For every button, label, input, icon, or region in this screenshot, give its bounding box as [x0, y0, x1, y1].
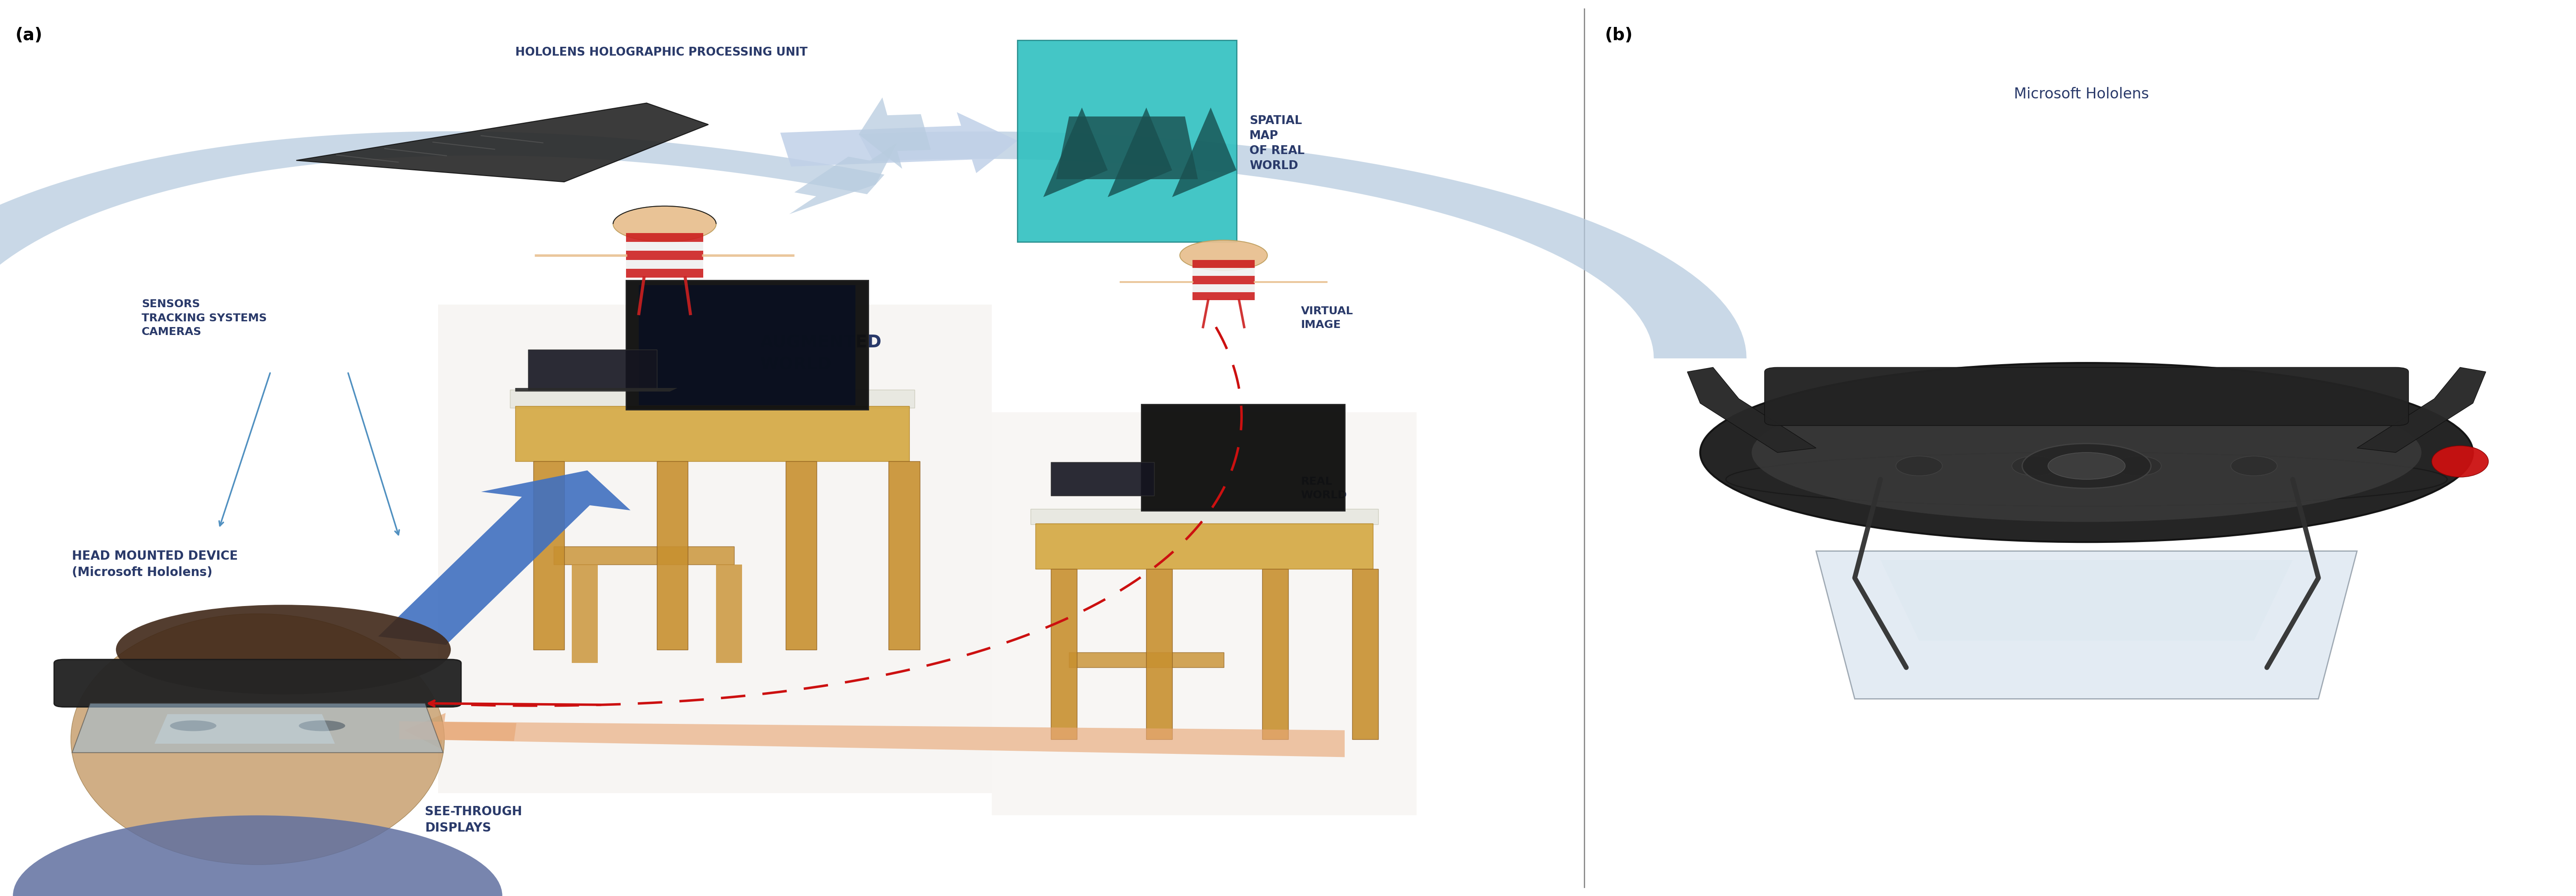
Ellipse shape [70, 614, 443, 865]
Polygon shape [781, 112, 1018, 173]
Circle shape [1180, 240, 1267, 271]
Ellipse shape [2115, 456, 2161, 476]
Polygon shape [155, 714, 335, 744]
Circle shape [613, 206, 716, 242]
Polygon shape [515, 388, 677, 392]
FancyBboxPatch shape [626, 269, 703, 278]
FancyBboxPatch shape [639, 285, 855, 405]
FancyBboxPatch shape [533, 461, 564, 650]
Text: (b): (b) [1605, 27, 1633, 44]
FancyBboxPatch shape [1193, 268, 1255, 276]
Polygon shape [858, 132, 1747, 358]
Ellipse shape [2231, 456, 2277, 476]
Polygon shape [515, 406, 909, 461]
FancyBboxPatch shape [626, 251, 703, 260]
FancyBboxPatch shape [1051, 569, 1077, 739]
Polygon shape [1043, 108, 1108, 197]
Ellipse shape [116, 605, 451, 694]
FancyBboxPatch shape [1193, 292, 1255, 300]
Polygon shape [72, 703, 443, 753]
FancyBboxPatch shape [1193, 284, 1255, 292]
FancyBboxPatch shape [889, 461, 920, 650]
Polygon shape [1056, 116, 1198, 179]
Text: (a): (a) [15, 27, 44, 44]
Ellipse shape [1896, 456, 1942, 476]
Polygon shape [510, 390, 914, 408]
FancyBboxPatch shape [992, 412, 1417, 815]
FancyBboxPatch shape [1193, 260, 1255, 268]
FancyBboxPatch shape [572, 564, 598, 663]
Text: REAL
WORLD: REAL WORLD [1301, 476, 1347, 501]
Polygon shape [858, 98, 930, 168]
Text: SEE-THROUGH
DISPLAYS: SEE-THROUGH DISPLAYS [425, 806, 523, 834]
Polygon shape [1036, 523, 1373, 569]
Polygon shape [554, 547, 734, 564]
Text: HOLOLENS HOLOGRAPHIC PROCESSING UNIT: HOLOLENS HOLOGRAPHIC PROCESSING UNIT [515, 47, 806, 58]
Ellipse shape [13, 815, 502, 896]
FancyBboxPatch shape [54, 659, 461, 707]
Circle shape [2022, 444, 2151, 488]
FancyBboxPatch shape [1352, 569, 1378, 739]
FancyBboxPatch shape [786, 461, 817, 650]
FancyBboxPatch shape [1141, 404, 1345, 511]
FancyBboxPatch shape [626, 260, 703, 269]
Text: Microsoft Hololens: Microsoft Hololens [2014, 87, 2148, 101]
Polygon shape [2357, 367, 2486, 452]
Text: AUGMENTED
WORLD: AUGMENTED WORLD [760, 334, 881, 374]
Text: VIRTUAL
IMAGE: VIRTUAL IMAGE [1301, 306, 1352, 331]
FancyBboxPatch shape [438, 305, 992, 793]
Polygon shape [404, 713, 515, 749]
Polygon shape [1816, 551, 2357, 699]
Polygon shape [788, 142, 896, 214]
FancyBboxPatch shape [657, 461, 688, 650]
Ellipse shape [2012, 456, 2058, 476]
FancyBboxPatch shape [626, 280, 868, 409]
Polygon shape [1030, 509, 1378, 524]
FancyBboxPatch shape [626, 242, 703, 251]
Polygon shape [1108, 108, 1172, 197]
Polygon shape [296, 103, 708, 182]
Polygon shape [1069, 652, 1224, 668]
Ellipse shape [299, 720, 345, 731]
Ellipse shape [1752, 383, 2421, 521]
Polygon shape [1051, 462, 1154, 495]
Ellipse shape [2432, 446, 2488, 477]
Text: SENSORS
TRACKING SYSTEMS
CAMERAS: SENSORS TRACKING SYSTEMS CAMERAS [142, 299, 268, 337]
Polygon shape [528, 349, 657, 390]
Text: SPATIAL
MAP
OF REAL
WORLD: SPATIAL MAP OF REAL WORLD [1249, 115, 1303, 172]
Polygon shape [1880, 560, 2293, 641]
FancyBboxPatch shape [1146, 569, 1172, 739]
Polygon shape [1687, 367, 1816, 452]
Polygon shape [379, 470, 631, 645]
Polygon shape [1172, 108, 1236, 197]
FancyBboxPatch shape [1765, 367, 2409, 426]
Circle shape [2048, 452, 2125, 479]
FancyBboxPatch shape [1018, 40, 1236, 242]
FancyBboxPatch shape [1262, 569, 1288, 739]
Text: HEAD MOUNTED DEVICE
(Microsoft Hololens): HEAD MOUNTED DEVICE (Microsoft Hololens) [72, 550, 237, 579]
Polygon shape [0, 132, 884, 358]
FancyBboxPatch shape [626, 233, 703, 242]
FancyBboxPatch shape [1193, 276, 1255, 284]
Ellipse shape [1700, 363, 2473, 542]
FancyBboxPatch shape [716, 564, 742, 663]
Ellipse shape [170, 720, 216, 731]
Polygon shape [399, 721, 1345, 757]
